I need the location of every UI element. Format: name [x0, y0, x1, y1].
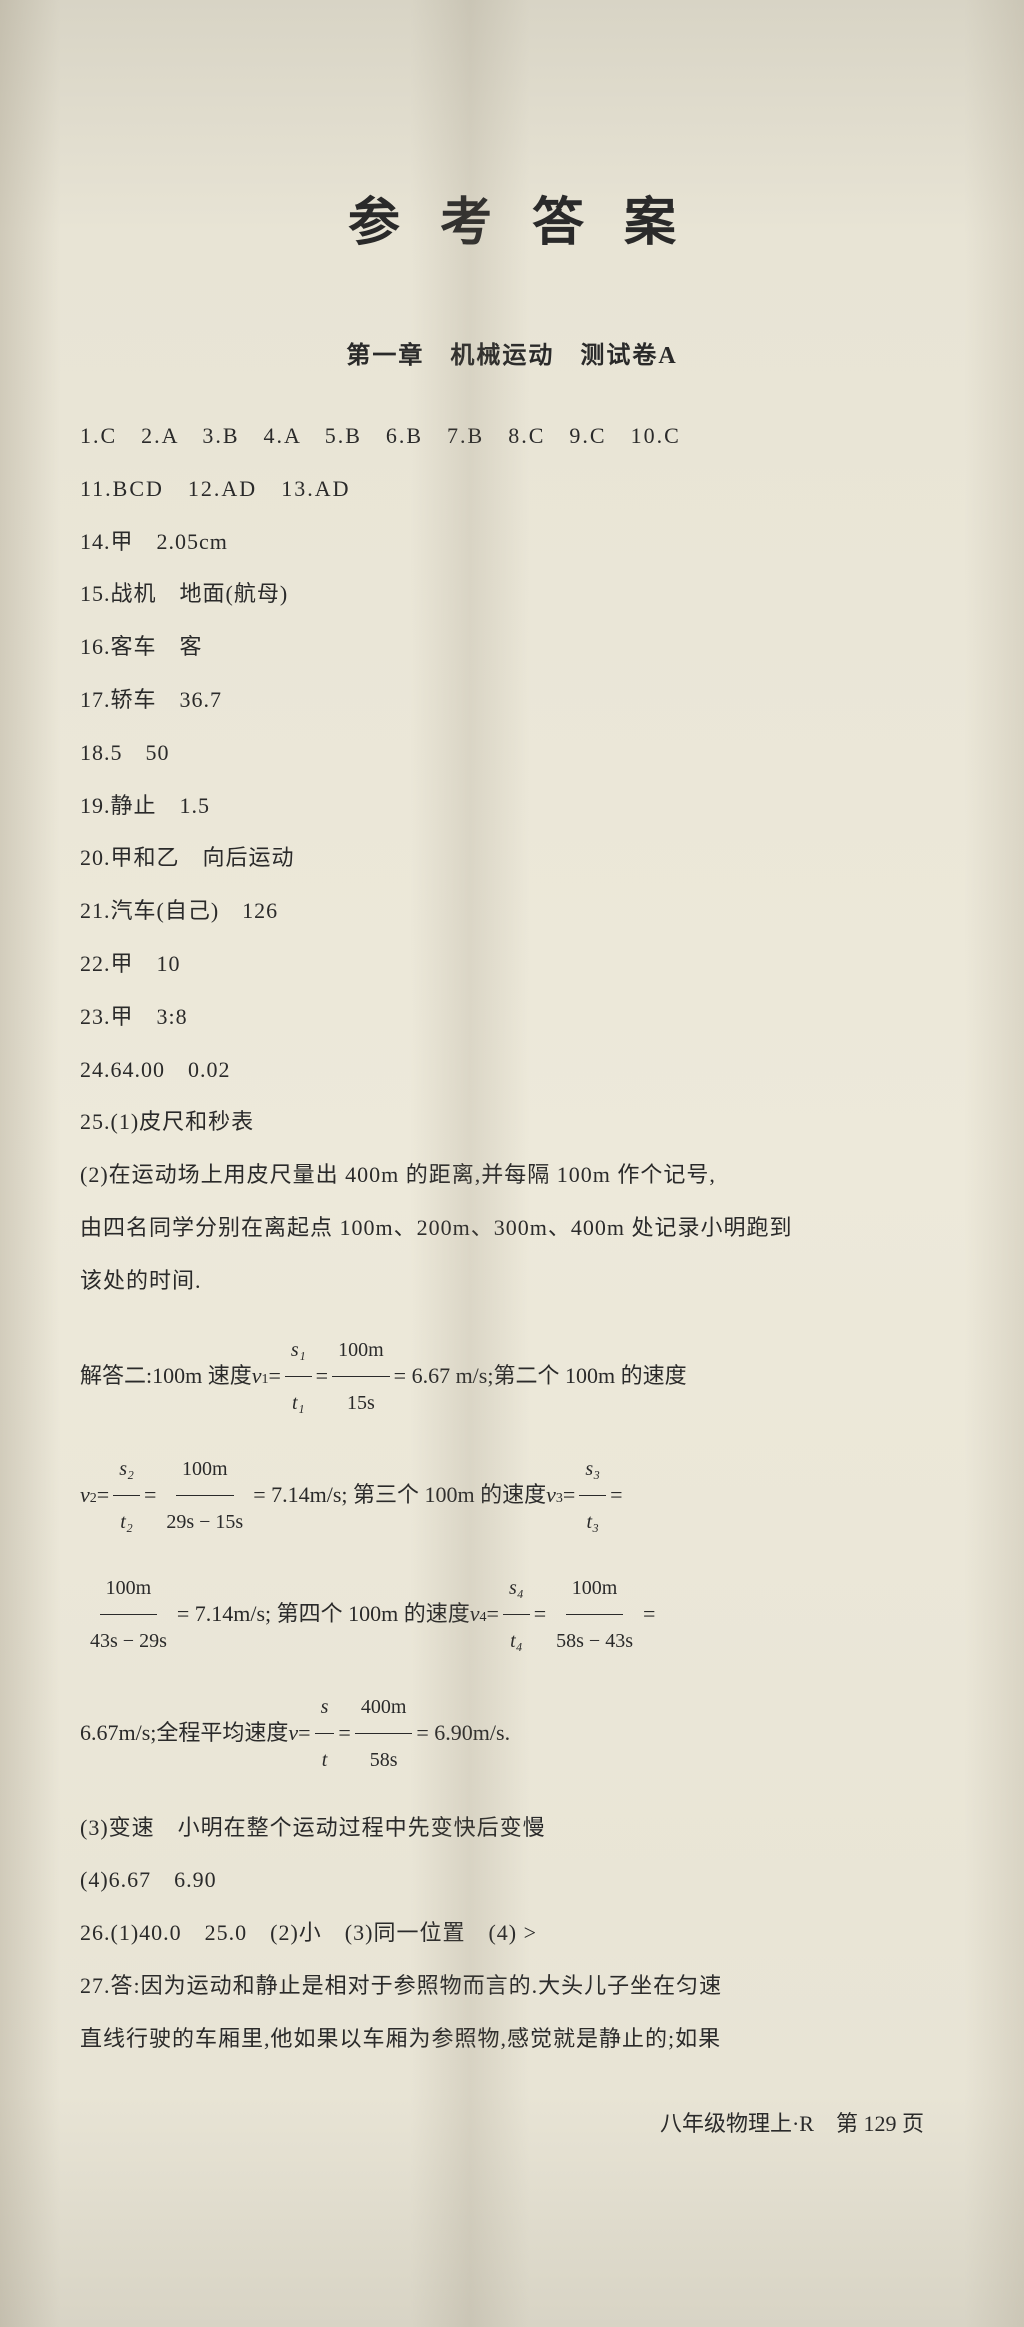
f6-den: 43s − 29s	[84, 1615, 173, 1665]
frac-400-58: 400m 58s	[355, 1683, 413, 1784]
f9-num: s	[315, 1683, 335, 1734]
f1-num: s₁	[285, 1326, 312, 1377]
f10-den: 58s	[364, 1734, 404, 1784]
eq-8: =	[298, 1707, 310, 1760]
v2-sub: 2	[90, 1482, 97, 1516]
f9-den: t	[316, 1734, 334, 1784]
page-shadow-center	[410, 0, 530, 2327]
vavg-label: v	[288, 1707, 298, 1760]
f1-den: t₁	[286, 1377, 311, 1427]
v3-label: v	[546, 1469, 556, 1522]
f3-num: s₂	[113, 1445, 140, 1496]
frac-100-29-15: 100m 29s − 15s	[160, 1445, 249, 1546]
f5-den: t₃	[580, 1496, 605, 1546]
frac-100-58-43: 100m 58s − 43s	[550, 1564, 639, 1665]
eq-4: =	[144, 1469, 156, 1522]
f8-den: 58s − 43s	[550, 1615, 639, 1665]
f6-num: 100m	[100, 1564, 158, 1615]
eq-7b: =	[643, 1588, 655, 1641]
frac-s3-t3: s₃ t₃	[579, 1445, 606, 1546]
eq-5b: =	[610, 1469, 622, 1522]
f4-den: 29s − 15s	[160, 1496, 249, 1546]
f2-num: 100m	[332, 1326, 390, 1377]
frac-100-43-29: 100m 43s − 29s	[84, 1564, 173, 1665]
v4-sub: 4	[480, 1601, 487, 1635]
formula-prefix: 解答二:100m 速度	[80, 1350, 252, 1403]
eq-5: =	[563, 1469, 575, 1522]
v2-label: v	[80, 1469, 90, 1522]
eq-7: =	[534, 1588, 546, 1641]
v1-label: v	[252, 1350, 262, 1403]
page-shadow-left	[0, 0, 60, 2327]
eq-2: =	[316, 1350, 328, 1403]
f4-num: 100m	[176, 1445, 234, 1496]
frac-s2-t2: s₂ t₂	[113, 1445, 140, 1546]
frac-100-15: 100m 15s	[332, 1326, 390, 1427]
f8-num: 100m	[566, 1564, 624, 1615]
page-shadow-right	[964, 0, 1024, 2327]
f3-den: t₂	[114, 1496, 139, 1546]
frac-s-t: s t	[315, 1683, 335, 1784]
v3-sub: 3	[556, 1482, 563, 1516]
v4-result-prefix: 6.67m/s;全程平均速度	[80, 1707, 288, 1760]
f5-num: s₃	[579, 1445, 606, 1496]
v1-sub: 1	[262, 1363, 269, 1397]
f2-den: 15s	[341, 1377, 381, 1427]
frac-s1-t1: s₁ t₁	[285, 1326, 312, 1427]
f10-num: 400m	[355, 1683, 413, 1734]
eq-9: =	[338, 1707, 350, 1760]
eq-1: =	[269, 1350, 281, 1403]
eq-3: =	[97, 1469, 109, 1522]
